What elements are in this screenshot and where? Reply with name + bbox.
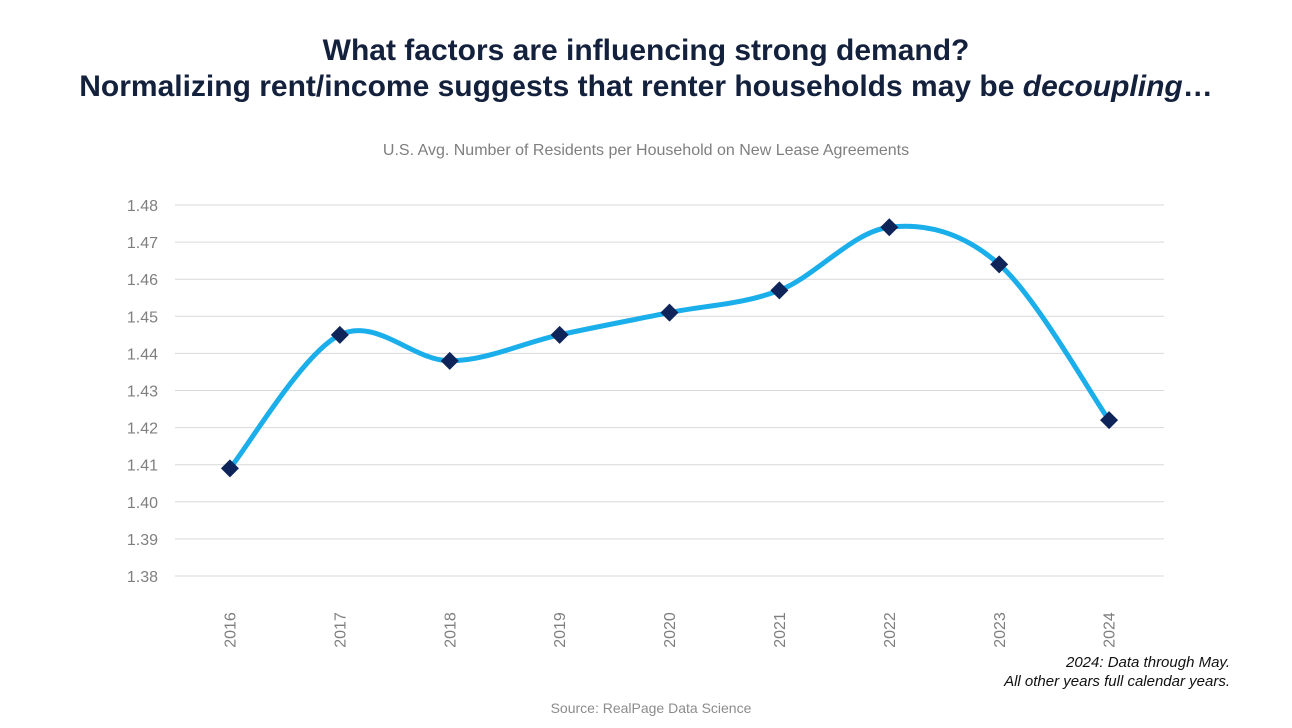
gridlines bbox=[175, 204, 1164, 577]
markers bbox=[220, 218, 1119, 478]
data-point-marker bbox=[880, 218, 899, 237]
x-tick-label: 2018 bbox=[442, 612, 459, 648]
headline-emphasis: decoupling bbox=[1022, 70, 1183, 103]
data-point-marker bbox=[1100, 411, 1119, 430]
y-tick-label: 1.38 bbox=[127, 569, 158, 586]
x-tick-label: 2019 bbox=[552, 612, 569, 648]
y-tick-label: 1.48 bbox=[127, 198, 158, 215]
data-point-marker bbox=[660, 303, 679, 322]
data-point-marker bbox=[220, 459, 239, 478]
x-tick-label: 2016 bbox=[223, 612, 240, 648]
data-point-marker bbox=[330, 325, 349, 344]
y-tick-label: 1.39 bbox=[127, 532, 158, 549]
x-tick-label: 2022 bbox=[882, 612, 899, 648]
y-tick-label: 1.44 bbox=[127, 346, 158, 363]
y-tick-label: 1.40 bbox=[127, 495, 158, 512]
footnote-line-2: All other years full calendar years. bbox=[1004, 673, 1230, 690]
data-point-marker bbox=[550, 325, 569, 344]
x-tick-label: 2017 bbox=[332, 612, 349, 648]
y-tick-label: 1.42 bbox=[127, 421, 158, 438]
x-tick-label: 2023 bbox=[992, 612, 1009, 648]
x-axis-ticks: 2016 2017 2018 2019 2020 2021 2022 2023 2024 bbox=[223, 612, 1119, 648]
y-tick-label: 1.43 bbox=[127, 384, 158, 401]
data-point-marker bbox=[440, 351, 459, 370]
x-tick-label: 2024 bbox=[1102, 612, 1119, 648]
headline-line-2: Normalizing rent/income suggests that re… bbox=[0, 68, 1292, 106]
y-axis-ticks: 1.38 1.39 1.40 1.41 1.42 1.43 1.44 1.45 1.46 1.47… bbox=[127, 198, 158, 586]
headline-line-2-text: Normalizing rent/income suggests that re… bbox=[79, 70, 1023, 103]
headline-line-1: What factors are influencing strong dema… bbox=[322, 34, 970, 67]
y-tick-label: 1.41 bbox=[127, 458, 158, 475]
x-tick-label: 2020 bbox=[662, 612, 679, 648]
source-note: Source: RealPage Data Science bbox=[550, 700, 752, 716]
x-tick-label: 2021 bbox=[772, 612, 789, 648]
y-tick-label: 1.45 bbox=[127, 309, 158, 326]
y-tick-label: 1.46 bbox=[127, 272, 158, 289]
y-tick-label: 1.47 bbox=[127, 235, 158, 252]
footnote-line-1: 2024: Data through May. bbox=[1066, 654, 1230, 671]
series-line bbox=[227, 223, 1112, 471]
chart-title: U.S. Avg. Number of Residents per Househ… bbox=[382, 142, 910, 159]
headline-ellipsis: … bbox=[1182, 70, 1213, 103]
data-point-marker bbox=[990, 255, 1009, 274]
data-point-marker bbox=[770, 281, 789, 300]
series bbox=[227, 223, 1112, 471]
